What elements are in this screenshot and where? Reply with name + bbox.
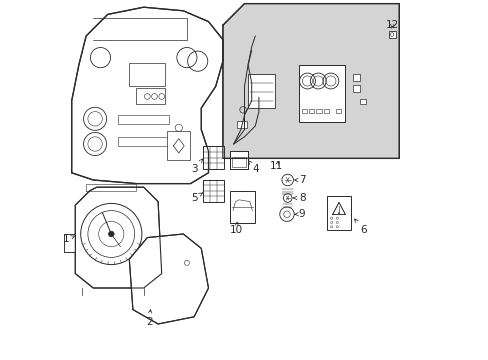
Bar — [352, 85, 360, 92]
Bar — [387, 31, 395, 38]
Bar — [167, 131, 190, 160]
Bar — [203, 146, 224, 169]
Bar — [129, 63, 165, 86]
Polygon shape — [72, 7, 223, 184]
Bar — [136, 88, 165, 104]
Polygon shape — [64, 234, 75, 252]
Bar — [298, 65, 345, 122]
Bar — [118, 137, 168, 146]
Bar — [352, 74, 360, 81]
Bar — [336, 109, 341, 113]
Bar — [237, 121, 247, 128]
Bar — [231, 157, 246, 167]
Bar — [326, 196, 350, 230]
Polygon shape — [129, 234, 208, 324]
Text: 4: 4 — [248, 161, 258, 174]
Bar — [203, 180, 224, 202]
Text: 12: 12 — [385, 20, 398, 30]
Bar — [247, 74, 275, 108]
Text: 9: 9 — [294, 209, 304, 219]
Bar — [118, 115, 168, 124]
Polygon shape — [223, 4, 399, 158]
Text: 1: 1 — [63, 234, 75, 244]
Polygon shape — [75, 187, 162, 288]
Bar — [230, 191, 254, 223]
Circle shape — [108, 231, 114, 237]
Bar — [323, 109, 328, 113]
Text: 3: 3 — [190, 159, 202, 174]
Circle shape — [338, 212, 339, 214]
Text: 8: 8 — [293, 193, 305, 203]
Bar — [309, 109, 314, 113]
Bar — [302, 109, 306, 113]
Polygon shape — [230, 151, 247, 169]
Bar — [316, 109, 321, 113]
Text: 2: 2 — [145, 310, 152, 327]
Bar — [359, 99, 366, 104]
Text: 7: 7 — [294, 175, 305, 185]
Polygon shape — [332, 202, 345, 215]
Text: 10: 10 — [229, 222, 242, 235]
Text: 11: 11 — [270, 161, 283, 171]
Text: 6: 6 — [354, 219, 366, 235]
Text: 5: 5 — [190, 193, 202, 203]
